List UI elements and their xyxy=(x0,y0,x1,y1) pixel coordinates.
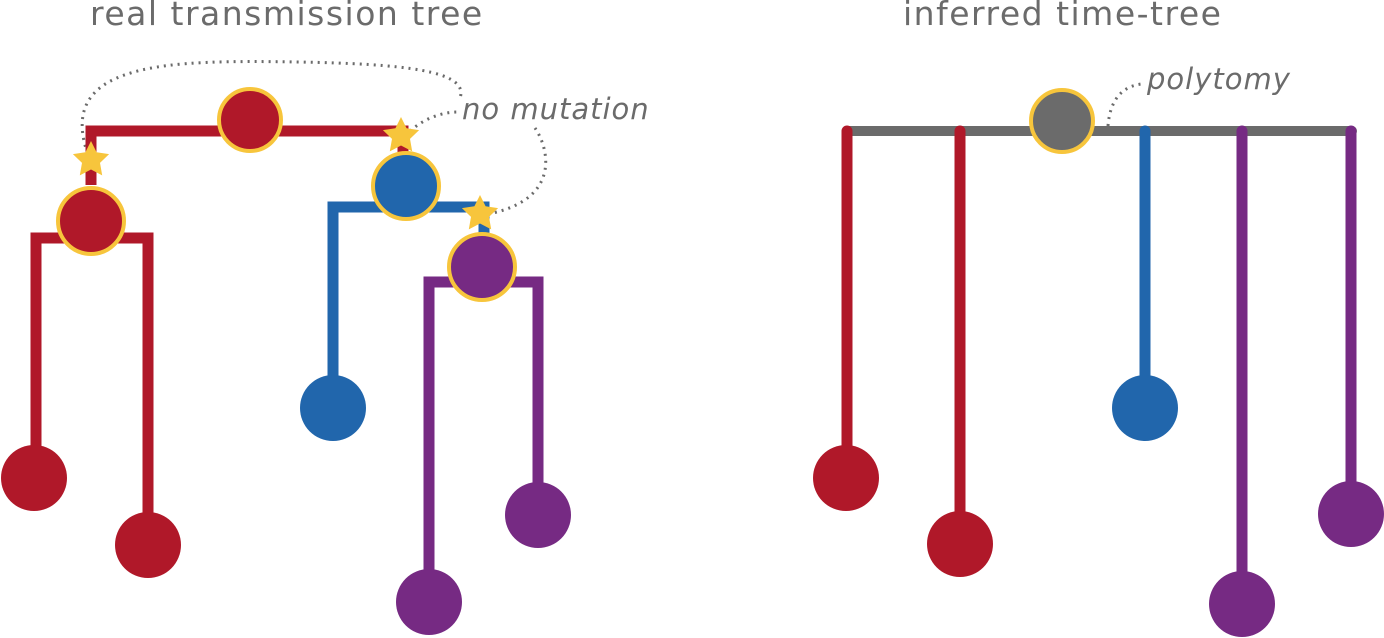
polytomy-node xyxy=(1029,88,1095,154)
polytomy-dotted-connector xyxy=(1106,82,1143,127)
purple-internal-node xyxy=(447,232,517,302)
star-icon-blue xyxy=(382,117,420,152)
star-icon-purple xyxy=(461,195,499,230)
red-leaf-1 xyxy=(1,445,67,511)
right-panel-title: inferred time-tree xyxy=(903,0,1223,33)
blue-leaf-right xyxy=(1112,375,1178,441)
blue-internal-node xyxy=(371,151,441,221)
no-mutation-label: no mutation xyxy=(462,92,650,126)
transmission-tree xyxy=(1,60,571,635)
red-leaf-2 xyxy=(115,512,181,578)
purple-leaf-right-1 xyxy=(1209,571,1275,637)
red-leaf-right-2 xyxy=(927,511,993,577)
dotted-connector-bottom xyxy=(487,127,548,216)
root-node xyxy=(217,87,283,153)
purple-subtree-branch xyxy=(423,276,544,602)
polytomy-label: polytomy xyxy=(1147,62,1291,96)
purple-leaf-1 xyxy=(396,569,462,635)
red-leaf-right-1 xyxy=(813,445,879,511)
purple-leaf-2 xyxy=(505,482,571,548)
left-panel-title: real transmission tree xyxy=(90,0,484,33)
time-tree xyxy=(813,82,1384,637)
star-icon-red xyxy=(72,141,110,176)
blue-leaf xyxy=(300,375,366,441)
blue-branch xyxy=(327,201,490,408)
purple-leaf-right-2 xyxy=(1318,481,1384,547)
red-internal-node xyxy=(56,186,126,256)
